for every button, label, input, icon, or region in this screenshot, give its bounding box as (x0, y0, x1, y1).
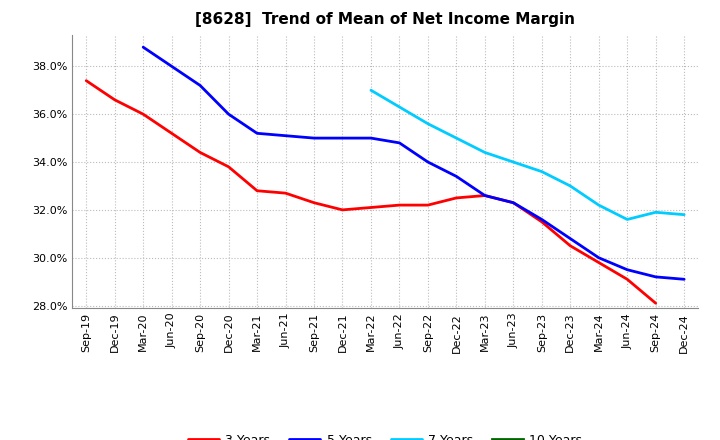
7 Years (680, 212, 688, 217)
3 Years (139, 111, 148, 117)
5 Years (452, 174, 461, 179)
3 Years (509, 200, 518, 205)
5 Years (196, 83, 204, 88)
Line: 3 Years: 3 Years (86, 81, 656, 303)
7 Years (452, 136, 461, 141)
7 Years (595, 202, 603, 208)
5 Years (652, 274, 660, 279)
7 Years (652, 209, 660, 215)
7 Years (366, 88, 375, 93)
7 Years (566, 183, 575, 189)
5 Years (566, 236, 575, 241)
5 Years (595, 255, 603, 260)
5 Years (480, 193, 489, 198)
7 Years (423, 121, 432, 126)
3 Years (652, 301, 660, 306)
3 Years (423, 202, 432, 208)
Title: [8628]  Trend of Mean of Net Income Margin: [8628] Trend of Mean of Net Income Margi… (195, 12, 575, 27)
3 Years (110, 97, 119, 103)
3 Years (82, 78, 91, 83)
3 Years (225, 164, 233, 169)
3 Years (537, 219, 546, 224)
3 Years (253, 188, 261, 194)
5 Years (253, 131, 261, 136)
5 Years (167, 64, 176, 69)
5 Years (680, 277, 688, 282)
3 Years (196, 150, 204, 155)
7 Years (537, 169, 546, 174)
5 Years (139, 44, 148, 50)
3 Years (338, 207, 347, 213)
5 Years (623, 267, 631, 272)
5 Years (395, 140, 404, 146)
3 Years (282, 191, 290, 196)
5 Years (366, 136, 375, 141)
Line: 5 Years: 5 Years (143, 47, 684, 279)
7 Years (509, 159, 518, 165)
3 Years (566, 243, 575, 249)
3 Years (480, 193, 489, 198)
3 Years (310, 200, 318, 205)
7 Years (623, 217, 631, 222)
7 Years (395, 104, 404, 110)
Legend: 3 Years, 5 Years, 7 Years, 10 Years: 3 Years, 5 Years, 7 Years, 10 Years (183, 429, 588, 440)
5 Years (338, 136, 347, 141)
7 Years (480, 150, 489, 155)
3 Years (167, 131, 176, 136)
3 Years (595, 260, 603, 265)
3 Years (366, 205, 375, 210)
Line: 7 Years: 7 Years (371, 90, 684, 220)
3 Years (452, 195, 461, 201)
5 Years (225, 111, 233, 117)
5 Years (310, 136, 318, 141)
3 Years (395, 202, 404, 208)
5 Years (537, 217, 546, 222)
5 Years (282, 133, 290, 138)
5 Years (509, 200, 518, 205)
5 Years (423, 159, 432, 165)
3 Years (623, 277, 631, 282)
